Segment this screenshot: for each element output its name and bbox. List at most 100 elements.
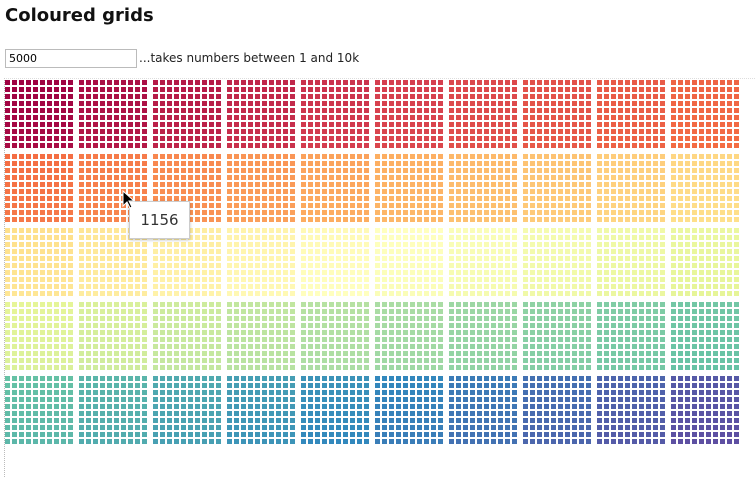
cell[interactable] xyxy=(167,87,172,92)
cell[interactable] xyxy=(202,94,207,99)
cell[interactable] xyxy=(357,94,362,99)
cell[interactable] xyxy=(248,302,253,307)
cell[interactable] xyxy=(618,411,623,416)
cell[interactable] xyxy=(470,256,475,261)
cell[interactable] xyxy=(216,129,221,134)
cell[interactable] xyxy=(135,115,140,120)
cell[interactable] xyxy=(639,358,644,363)
cell[interactable] xyxy=(301,439,306,444)
cell[interactable] xyxy=(26,432,31,437)
cell[interactable] xyxy=(343,351,348,356)
cell[interactable] xyxy=(301,235,306,240)
cell[interactable] xyxy=(234,432,239,437)
cell[interactable] xyxy=(107,330,112,335)
cell[interactable] xyxy=(241,217,246,222)
cell[interactable] xyxy=(283,302,288,307)
cell[interactable] xyxy=(301,182,306,187)
cell[interactable] xyxy=(343,316,348,321)
cell[interactable] xyxy=(61,115,66,120)
cell[interactable] xyxy=(597,330,602,335)
cell[interactable] xyxy=(403,277,408,282)
cell[interactable] xyxy=(389,270,394,275)
cell[interactable] xyxy=(195,129,200,134)
cell[interactable] xyxy=(611,425,616,430)
cell[interactable] xyxy=(5,129,10,134)
cell[interactable] xyxy=(625,210,630,215)
cell[interactable] xyxy=(565,189,570,194)
cell[interactable] xyxy=(350,196,355,201)
cell[interactable] xyxy=(537,256,542,261)
cell[interactable] xyxy=(579,302,584,307)
cell[interactable] xyxy=(174,87,179,92)
cell[interactable] xyxy=(734,249,739,254)
cell[interactable] xyxy=(537,365,542,370)
cell[interactable] xyxy=(551,284,556,289)
cell[interactable] xyxy=(283,203,288,208)
cell[interactable] xyxy=(79,397,84,402)
cell[interactable] xyxy=(100,242,105,247)
cell[interactable] xyxy=(484,323,489,328)
cell[interactable] xyxy=(308,115,313,120)
cell[interactable] xyxy=(491,263,496,268)
cell[interactable] xyxy=(276,316,281,321)
cell[interactable] xyxy=(449,210,454,215)
cell[interactable] xyxy=(727,101,732,106)
cell[interactable] xyxy=(343,161,348,166)
cell[interactable] xyxy=(463,235,468,240)
cell[interactable] xyxy=(234,351,239,356)
cell[interactable] xyxy=(646,154,651,159)
cell[interactable] xyxy=(597,358,602,363)
cell[interactable] xyxy=(653,277,658,282)
cell[interactable] xyxy=(477,196,482,201)
cell[interactable] xyxy=(375,175,380,180)
cell[interactable] xyxy=(470,189,475,194)
cell[interactable] xyxy=(121,94,126,99)
cell[interactable] xyxy=(54,351,59,356)
cell[interactable] xyxy=(558,196,563,201)
cell[interactable] xyxy=(410,397,415,402)
cell[interactable] xyxy=(322,115,327,120)
cell[interactable] xyxy=(660,115,665,120)
cell[interactable] xyxy=(537,432,542,437)
cell[interactable] xyxy=(322,87,327,92)
cell[interactable] xyxy=(586,94,591,99)
cell[interactable] xyxy=(611,323,616,328)
cell[interactable] xyxy=(12,94,17,99)
cell[interactable] xyxy=(301,358,306,363)
cell[interactable] xyxy=(153,129,158,134)
cell[interactable] xyxy=(618,256,623,261)
cell[interactable] xyxy=(706,376,711,381)
cell[interactable] xyxy=(505,432,510,437)
cell[interactable] xyxy=(604,87,609,92)
cell[interactable] xyxy=(255,108,260,113)
cell[interactable] xyxy=(389,383,394,388)
cell[interactable] xyxy=(142,168,147,173)
cell[interactable] xyxy=(202,189,207,194)
cell[interactable] xyxy=(160,161,165,166)
cell[interactable] xyxy=(720,203,725,208)
cell[interactable] xyxy=(93,129,98,134)
cell[interactable] xyxy=(579,263,584,268)
cell[interactable] xyxy=(315,330,320,335)
cell[interactable] xyxy=(350,217,355,222)
cell[interactable] xyxy=(174,365,179,370)
cell[interactable] xyxy=(653,404,658,409)
cell[interactable] xyxy=(699,256,704,261)
cell[interactable] xyxy=(572,270,577,275)
cell[interactable] xyxy=(350,425,355,430)
cell[interactable] xyxy=(410,351,415,356)
cell[interactable] xyxy=(79,136,84,141)
cell[interactable] xyxy=(639,365,644,370)
cell[interactable] xyxy=(382,175,387,180)
cell[interactable] xyxy=(276,439,281,444)
cell[interactable] xyxy=(276,358,281,363)
cell[interactable] xyxy=(114,80,119,85)
cell[interactable] xyxy=(463,217,468,222)
cell[interactable] xyxy=(403,404,408,409)
cell[interactable] xyxy=(653,101,658,106)
cell[interactable] xyxy=(544,263,549,268)
cell[interactable] xyxy=(639,101,644,106)
cell[interactable] xyxy=(551,154,556,159)
cell[interactable] xyxy=(241,161,246,166)
cell[interactable] xyxy=(512,122,517,127)
